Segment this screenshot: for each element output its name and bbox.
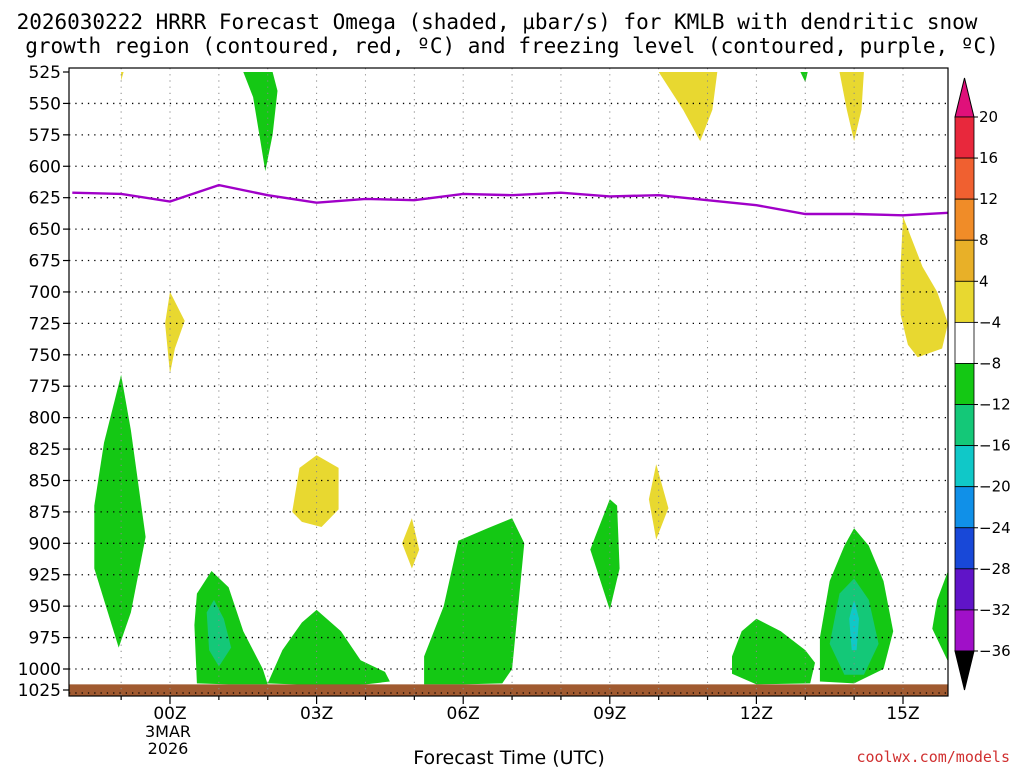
colorbar-swatch-12 — [954, 609, 975, 652]
y-tick-label-600: 600 — [29, 157, 61, 177]
y-tick-label-775: 775 — [29, 377, 61, 397]
omega-region-green-1300-small — [800, 72, 808, 83]
y-tick-label-875: 875 — [29, 503, 61, 523]
x-tick-label-06Z: 06Z — [447, 704, 480, 724]
colorbar-label-2: 12 — [979, 190, 998, 208]
colorbar-label-4: 4 — [979, 272, 989, 290]
y-tick-label-750: 750 — [29, 346, 61, 366]
x-axis-label: Forecast Time (UTC) — [413, 747, 604, 768]
pressure-axis: 525 550 575 600 625 650 675 700 725 750 775 800 825 8… — [18, 63, 69, 701]
chart-title-line2: growth region (contoured, red, ºC) and f… — [25, 34, 999, 58]
colorbar-swatch-7 — [954, 404, 975, 447]
omega-region-yellow-1000 — [648, 464, 669, 540]
colorbar-label-3: 8 — [979, 231, 989, 249]
ground-surface — [69, 684, 948, 696]
omega-region-green-0600-bottom — [424, 518, 525, 685]
colorbar-label-11: −28 — [979, 560, 1011, 578]
omega-region-yellow-top-1100 — [658, 72, 718, 142]
colorbar-swatch-9 — [954, 486, 975, 529]
omega-colorbar: 20 16 12 8 4 −4 −8 −12 −16 −20 −24 −28 −32 −36 — [954, 77, 1011, 691]
y-tick-label-575: 575 — [29, 126, 61, 146]
y-tick-label-925: 925 — [29, 566, 61, 586]
x-date-year: 2026 — [148, 739, 189, 758]
colorbar-swatch-10 — [954, 527, 975, 570]
colorbar-label-12: −32 — [979, 601, 1011, 619]
omega-region-green-0000-0200-bottom — [194, 571, 268, 685]
y-tick-label-650: 650 — [29, 220, 61, 240]
colorbar-swatch-1 — [954, 157, 975, 200]
colorbar-swatch-8 — [954, 445, 975, 488]
plot-frame — [68, 67, 949, 697]
y-tick-label-850: 850 — [29, 471, 61, 491]
omega-region-yellow-top-1400 — [839, 72, 864, 142]
y-tick-label-625: 625 — [29, 189, 61, 209]
y-tick-label-525: 525 — [29, 63, 61, 83]
y-tick-label-700: 700 — [29, 283, 61, 303]
y-tick-label-800: 800 — [29, 409, 61, 429]
freezing-level-line — [72, 183, 949, 217]
omega-region-yellow-0300 — [292, 455, 339, 527]
colorbar-top-arrow — [954, 77, 975, 118]
x-tick-label-03Z: 03Z — [300, 704, 333, 724]
omega-region-green-0900 — [590, 499, 620, 610]
colorbar-label-9: −20 — [979, 478, 1011, 496]
freezing-level-contour — [72, 183, 949, 217]
y-tick-label-675: 675 — [29, 252, 61, 272]
y-tick-label-550: 550 — [29, 94, 61, 114]
colorbar-swatch-11 — [954, 568, 975, 611]
colorbar-label-5: −4 — [979, 313, 1001, 331]
x-tick-label-15Z: 15Z — [886, 704, 919, 724]
colorbar-swatch-0 — [954, 116, 975, 159]
x-tick-label-12Z: 12Z — [740, 704, 773, 724]
omega-region-yellow-1500-right — [900, 216, 948, 358]
omega-region-yellow-0500 — [402, 518, 420, 569]
colorbar-label-7: −12 — [979, 396, 1011, 414]
y-tick-label-1025: 1025 — [18, 681, 61, 701]
colorbar-swatch-3 — [954, 239, 975, 282]
colorbar-swatch-5 — [954, 321, 975, 364]
y-tick-label-1000: 1000 — [18, 660, 61, 680]
chart-title-line1: 2026030222 HRRR Forecast Omega (shaded, … — [17, 10, 978, 34]
x-tick-label-09Z: 09Z — [593, 704, 626, 724]
y-tick-label-950: 950 — [29, 597, 61, 617]
colorbar-swatch-2 — [954, 198, 975, 241]
colorbar-label-8: −16 — [979, 437, 1011, 455]
omega-region-yellow-top-small — [121, 72, 124, 81]
omega-region-green-1245-bottom — [732, 618, 815, 685]
ground-band — [69, 684, 948, 696]
credit-text: coolwx.com/models — [856, 748, 1010, 766]
colorbar-label-6: −8 — [979, 354, 1001, 372]
y-tick-label-825: 825 — [29, 440, 61, 460]
colorbar-label-0: 20 — [979, 108, 998, 126]
y-tick-label-975: 975 — [29, 629, 61, 649]
x-tick-label-00Z: 00Z — [153, 704, 186, 724]
omega-shading — [94, 72, 948, 686]
omega-region-green-top-0150 — [243, 72, 278, 172]
colorbar-label-1: 16 — [979, 149, 998, 167]
y-tick-label-900: 900 — [29, 534, 61, 554]
colorbar-label-13: −36 — [979, 642, 1011, 660]
omega-region-green-1600-edge — [932, 571, 948, 662]
y-tick-label-725: 725 — [29, 314, 61, 334]
omega-region-green-0300-bottom — [267, 609, 390, 686]
colorbar-label-10: −24 — [979, 519, 1011, 537]
colorbar-swatch-6 — [954, 363, 975, 405]
x-date-month: 3MAR — [145, 722, 191, 741]
omega-region-yellow-0000-mid — [165, 291, 185, 374]
colorbar-bottom-arrow — [954, 650, 975, 691]
colorbar-swatch-4 — [954, 280, 975, 323]
